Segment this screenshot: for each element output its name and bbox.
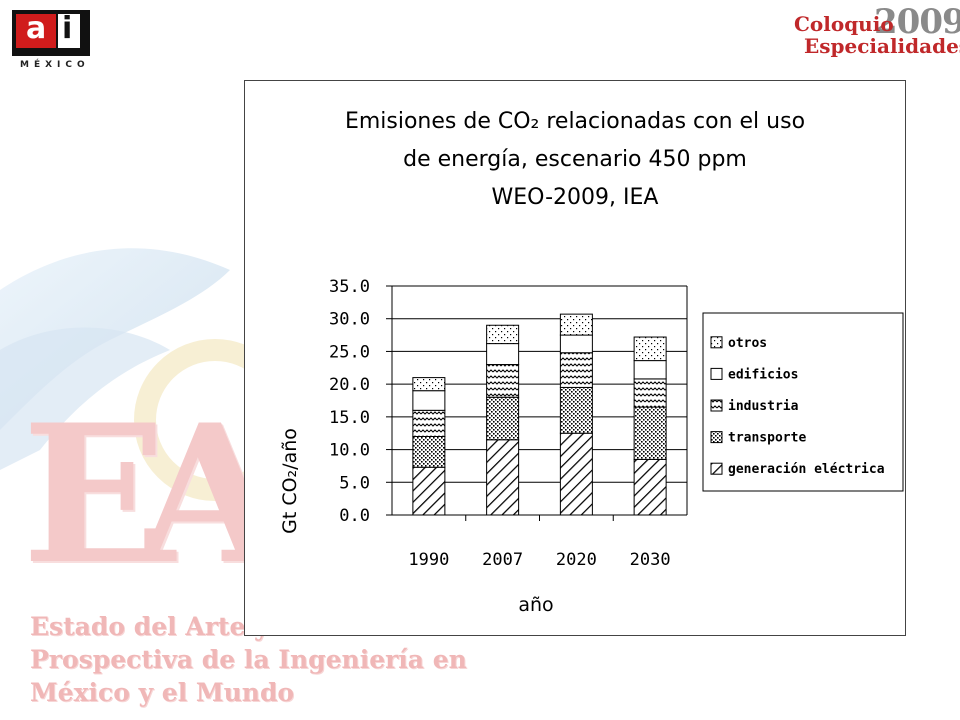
legend-label: otros [728, 336, 767, 351]
x-tick-label: 1990 [408, 550, 449, 570]
bar-segment [559, 386, 593, 434]
y-tick-label: 15.0 [329, 408, 370, 428]
legend-label: generación eléctrica [728, 462, 885, 477]
coloquio-word: Coloquio [794, 12, 894, 36]
ai-mexico-logo: a i MÉXICO [12, 10, 92, 72]
legend-label: transporte [728, 431, 806, 446]
bar-segment [633, 458, 667, 516]
legend: otros edificios industria transporte generac… [702, 312, 904, 492]
x-tick-label: 2020 [556, 550, 597, 570]
logo-subtitle: MÉXICO [20, 60, 90, 70]
bar-segment [412, 466, 446, 516]
x-axis-title: año [518, 594, 553, 616]
caption-line: Prospectiva de la Ingeniería en [30, 645, 467, 674]
chart-title-line: de energía, escenario 450 ppm [403, 147, 747, 172]
bar-segment [633, 360, 667, 380]
y-tick-label: 10.0 [329, 441, 370, 461]
chart-title: Emisiones de CO₂ relacionadas con el uso… [245, 103, 905, 217]
legend-swatch [710, 399, 723, 412]
legend-swatch [710, 431, 723, 444]
chart-title-line: WEO-2009, IEA [491, 185, 659, 210]
background-big-letters: EA [22, 383, 284, 606]
bar-segment [486, 324, 520, 345]
bar-segment [486, 396, 520, 441]
x-tick-label: 2007 [482, 550, 523, 570]
legend-label: industria [728, 399, 799, 414]
y-tick-label: 0.0 [339, 506, 370, 526]
bar-segment [412, 390, 446, 411]
y-tick-label: 20.0 [329, 375, 370, 395]
legend-swatch [710, 367, 723, 380]
bar-segment [633, 336, 667, 362]
bar-segment [559, 432, 593, 516]
x-tick-label: 2030 [630, 550, 671, 570]
bar-segment [486, 343, 520, 366]
axes: 0.0 5.0 10.0 15.0 20.0 25.0 30.0 35.0 1990 2007 20… [329, 277, 688, 570]
legend-swatch [710, 336, 723, 349]
chart-title-line: Emisiones de CO₂ relacionadas con el uso [344, 109, 806, 134]
bar-segment [633, 378, 667, 408]
bar-segment [412, 409, 446, 437]
bar-segment [633, 406, 667, 460]
logo-letter-a: a [26, 11, 47, 46]
logo-letter-i: i [62, 11, 73, 46]
stacked-bar-chart: 0.0 5.0 10.0 15.0 20.0 25.0 30.0 35.0 1990 2007 20… [279, 277, 904, 616]
caption-line: Estado del Arte y [30, 612, 269, 641]
coloquio-logo: 2009 Coloquio Especialidades [790, 2, 960, 60]
legend-box [702, 312, 904, 492]
y-tick-label: 5.0 [339, 473, 370, 493]
chart-panel: Emisiones de CO₂ relacionadas con el uso… [244, 80, 906, 636]
bar-segment [412, 377, 446, 392]
y-axis-title: Gt CO₂/año [279, 428, 301, 534]
background-caption: Estado del Arte y Prospectiva de la Inge… [30, 610, 467, 709]
coloquio-year: 2009 [874, 2, 960, 42]
legend-swatch [710, 462, 723, 475]
legend-label: edificios [728, 367, 798, 382]
caption-line: México y el Mundo [30, 678, 295, 707]
bars [412, 313, 667, 516]
bar-segment [412, 435, 446, 468]
coloquio-subtitle: Especialidades [804, 34, 960, 58]
bar-segment [559, 352, 593, 388]
y-tick-label: 25.0 [329, 342, 370, 362]
bar-segment [486, 364, 520, 398]
bar-segment [559, 313, 593, 336]
logo-white-block [58, 14, 80, 48]
bar-segment [559, 334, 593, 354]
bar-segment [486, 439, 520, 516]
y-tick-label: 30.0 [329, 310, 370, 330]
logo-red-block [16, 14, 56, 48]
y-tick-label: 35.0 [329, 277, 370, 297]
